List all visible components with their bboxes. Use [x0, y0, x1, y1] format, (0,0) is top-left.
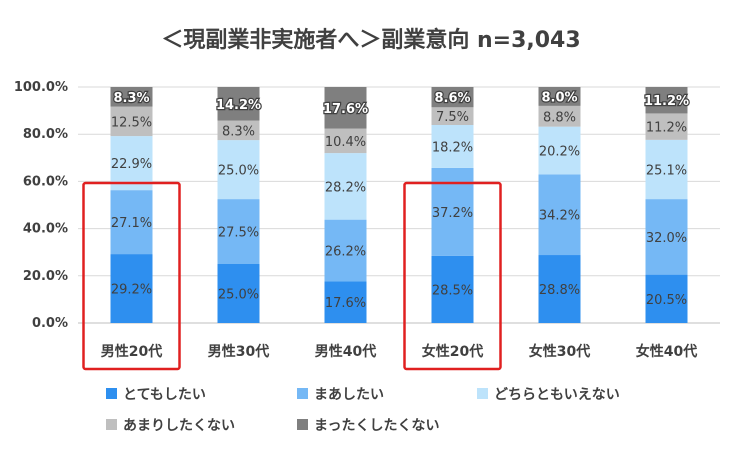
y-tick-label: 20.0% [23, 269, 68, 284]
bar-segment [324, 87, 367, 129]
data-label: 20.2% [539, 144, 580, 159]
data-label: 10.4% [325, 135, 366, 150]
bar-segment [110, 136, 153, 191]
bar-segment [110, 190, 153, 255]
legend-label: とてもしたい [123, 387, 206, 403]
x-axis: 男性20代 男性30代 男性40代 女性20代 女性30代 女性40代 [101, 343, 697, 360]
legend-swatch [297, 419, 308, 430]
bar-segment [324, 153, 367, 220]
data-label: 17.6% [323, 102, 368, 117]
highlight-boxes [82, 181, 502, 371]
bar-segment [645, 113, 688, 140]
data-labels: 29.2% 27.1% 22.9% 12.5% 8.3% 25.0% 27.5% 25.0% 8… [111, 89, 690, 311]
bar-segment [110, 254, 153, 323]
highlight-box [82, 181, 181, 371]
data-label: 25.0% [218, 288, 259, 303]
data-label: 32.0% [646, 231, 687, 246]
category-label: 男性20代 [101, 343, 162, 360]
category-label: 女性30代 [529, 343, 590, 360]
bar-segment [431, 255, 474, 323]
chart-title: ＜現副業非実施者へ＞副業意向 n=3,043 [161, 27, 580, 53]
data-label: 7.5% [436, 110, 469, 125]
y-axis: 100.0% 80.0% 60.0% 40.0% 20.0% 0.0% [14, 80, 68, 331]
legend-label: まあしたい [314, 387, 384, 403]
legend-swatch [297, 388, 308, 399]
data-label: 25.1% [646, 163, 687, 178]
legend-label: あまりしたくない [123, 418, 235, 434]
data-label: 8.0% [541, 90, 577, 105]
legend-swatch [106, 388, 117, 399]
bar-segment [538, 255, 581, 323]
data-label: 8.6% [434, 91, 470, 106]
category-label: 女性40代 [636, 343, 697, 360]
bars [110, 87, 688, 323]
data-label: 11.2% [644, 94, 689, 109]
data-label: 22.9% [111, 157, 152, 172]
data-label: 28.5% [432, 283, 473, 298]
data-label: 28.8% [539, 283, 580, 298]
category-label: 男性40代 [315, 343, 376, 360]
category-label: 男性30代 [208, 343, 269, 360]
legend-swatch [477, 388, 488, 399]
bar-segment [324, 281, 367, 323]
data-label: 18.2% [432, 140, 473, 155]
highlight-box [403, 181, 502, 371]
data-label: 14.2% [216, 98, 261, 113]
data-label: 28.2% [325, 180, 366, 195]
bar-segment [645, 274, 688, 323]
bar-segment [645, 87, 688, 114]
data-label: 25.0% [218, 164, 259, 179]
data-label: 27.5% [218, 226, 259, 241]
data-label: 34.2% [539, 209, 580, 224]
bar-segment [538, 105, 581, 127]
bar-segment [324, 219, 367, 282]
legend-swatch [106, 419, 117, 430]
bar-segment [217, 264, 260, 323]
bar-segment [645, 139, 688, 200]
data-label: 26.2% [325, 245, 366, 260]
data-label: 11.2% [646, 121, 687, 136]
data-label: 8.3% [222, 124, 255, 139]
legend-label: どちらともいえない [494, 387, 620, 403]
data-label: 8.8% [543, 110, 576, 125]
data-label: 27.1% [111, 216, 152, 231]
legend-label: まったくしたくない [314, 418, 439, 434]
data-label: 12.5% [111, 115, 152, 130]
bar-segment [431, 124, 474, 168]
y-tick-label: 80.0% [23, 127, 68, 142]
bar-segment [538, 87, 581, 106]
y-tick-label: 60.0% [23, 174, 68, 189]
bar-segment [217, 140, 260, 200]
bar-segment [110, 106, 153, 137]
bar-segment [217, 199, 260, 264]
y-tick-label: 100.0% [14, 80, 68, 95]
bar-segment [431, 87, 474, 108]
bar-segment [217, 120, 260, 141]
data-label: 29.2% [111, 283, 152, 298]
gridlines [78, 86, 720, 324]
data-label: 37.2% [432, 206, 473, 221]
bar-segment [645, 199, 688, 275]
y-tick-label: 40.0% [23, 222, 68, 237]
bar-segment [110, 87, 153, 107]
bar-segment [217, 87, 260, 121]
y-tick-label: 0.0% [32, 316, 68, 331]
bar-segment [538, 174, 581, 256]
bar-segment [431, 107, 474, 125]
data-label: 8.3% [113, 91, 149, 106]
category-label: 女性20代 [422, 343, 483, 360]
bar-segment [324, 128, 367, 154]
data-label: 20.5% [646, 293, 687, 308]
bar-segment [538, 126, 581, 175]
data-label: 17.6% [325, 296, 366, 311]
